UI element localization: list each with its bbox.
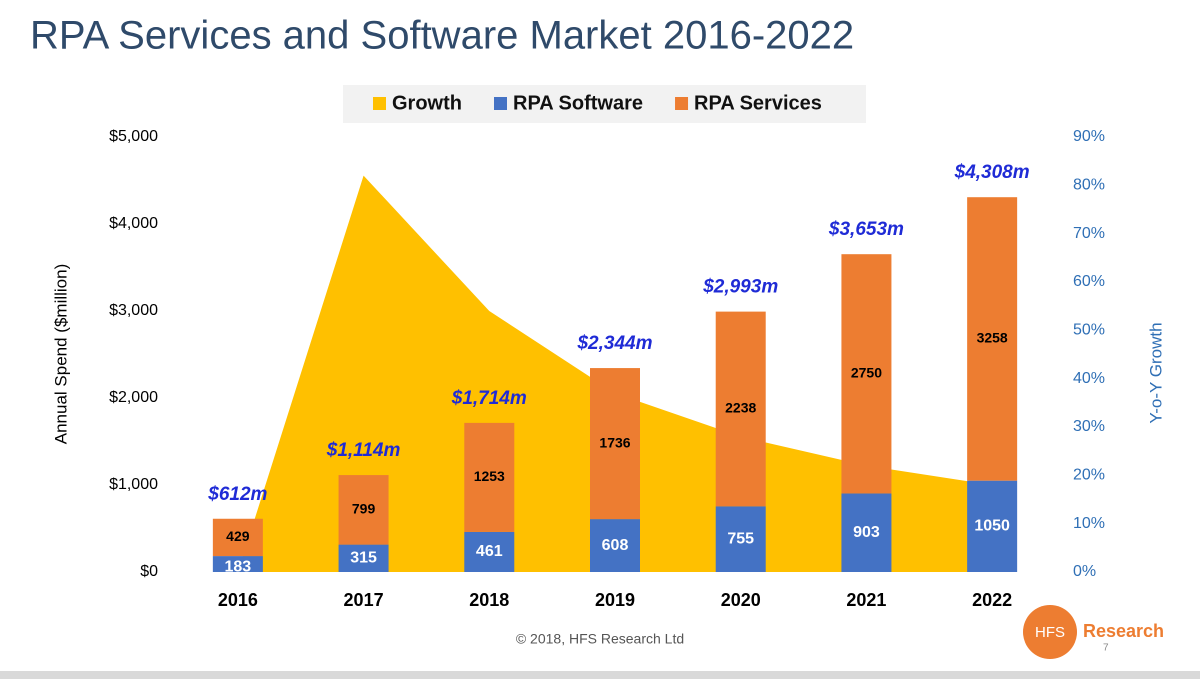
legend-label: RPA Services: [694, 92, 822, 114]
y2-tick-label: 30%: [1073, 418, 1105, 435]
x-tick-label: 2017: [344, 590, 384, 610]
y2-tick-label: 40%: [1073, 370, 1105, 387]
bar-segment: [967, 197, 1018, 481]
y2-tick-label: 90%: [1073, 128, 1105, 145]
y2-tick-label: 50%: [1073, 322, 1105, 339]
y-tick-label: $2,000: [109, 389, 158, 406]
legend-swatch: [494, 97, 507, 110]
legend-swatch: [675, 97, 689, 110]
total-label: $1,714m: [451, 388, 527, 409]
bar-segment: [464, 422, 515, 532]
bar-segment: [338, 475, 389, 545]
y2-tick-label: 80%: [1073, 177, 1105, 194]
y-tick-label: $4,000: [109, 215, 158, 232]
segment-label: 755: [727, 530, 754, 547]
bar-segment: [715, 506, 766, 572]
segment-label: 799: [352, 501, 376, 517]
segment-label: 2750: [851, 365, 882, 381]
copyright: © 2018, HFS Research Ltd: [516, 631, 684, 647]
total-label: $2,993m: [702, 277, 778, 298]
total-label: $2,344m: [576, 333, 652, 354]
y-tick-label: $0: [140, 563, 158, 580]
y2-axis-label: Y-o-Y Growth: [1146, 322, 1165, 423]
x-tick-label: 2021: [846, 590, 886, 610]
x-tick-label: 2022: [972, 590, 1012, 610]
legend-label: RPA Software: [513, 92, 643, 114]
legend-label: Growth: [392, 92, 462, 114]
segment-label: 1253: [474, 468, 505, 484]
x-tick-label: 2019: [595, 590, 635, 610]
bar-segment: [841, 254, 892, 494]
bar-segment: [212, 518, 263, 557]
bar-segment: [464, 531, 515, 572]
y-tick-label: $3,000: [109, 302, 158, 319]
segment-label: 183: [225, 558, 252, 575]
segment-label: 315: [350, 550, 377, 567]
y2-tick-label: 70%: [1073, 225, 1105, 242]
y2-tick-label: 20%: [1073, 467, 1105, 484]
logo-text: Research: [1083, 621, 1164, 641]
x-tick-label: 2020: [721, 590, 761, 610]
bar-segment: [715, 311, 766, 507]
y2-tick-label: 0%: [1073, 563, 1096, 580]
legend-box: [343, 85, 866, 123]
segment-label: 2238: [725, 400, 756, 416]
x-tick-label: 2018: [469, 590, 509, 610]
x-tick-label: 2016: [218, 590, 258, 610]
bar-segment: [590, 368, 640, 520]
segment-label: 1736: [599, 434, 630, 450]
y2-tick-label: 60%: [1073, 273, 1105, 290]
y2-tick-label: 10%: [1073, 515, 1105, 532]
logo-circle: [1023, 605, 1077, 659]
growth-area: [237, 175, 993, 572]
plot: $0 $1,000 $2,000 $3,000 $4,000 $5,000 0% 10% 20%…: [109, 92, 1105, 609]
segment-label: 903: [853, 524, 880, 541]
segment-label: 608: [602, 537, 629, 554]
bar-segment: [841, 493, 892, 572]
y-tick-label: $1,000: [109, 476, 158, 493]
bar-segment: [590, 519, 640, 572]
segment-label: 429: [226, 528, 250, 544]
total-label: $3,653m: [828, 219, 904, 240]
y-axis-label: Annual Spend ($million): [51, 264, 70, 445]
bar-segment: [212, 556, 263, 572]
logo: HFS: [1035, 624, 1065, 641]
page-number: 7: [1103, 643, 1109, 654]
segment-label: 3258: [977, 330, 1008, 346]
segment-label: 461: [476, 543, 503, 560]
total-label: $1,114m: [326, 440, 401, 461]
total-label: $612m: [207, 484, 267, 505]
bar-segment: [967, 480, 1018, 572]
segment-label: 1050: [974, 518, 1010, 535]
legend-swatch: [373, 97, 386, 110]
slide-title: RPA Services and Software Market 2016-20…: [30, 14, 854, 58]
y-tick-label: $5,000: [109, 128, 158, 145]
bar-segment: [338, 544, 389, 572]
total-label: $4,308m: [954, 162, 1030, 183]
bottom-bar: [0, 671, 1200, 679]
